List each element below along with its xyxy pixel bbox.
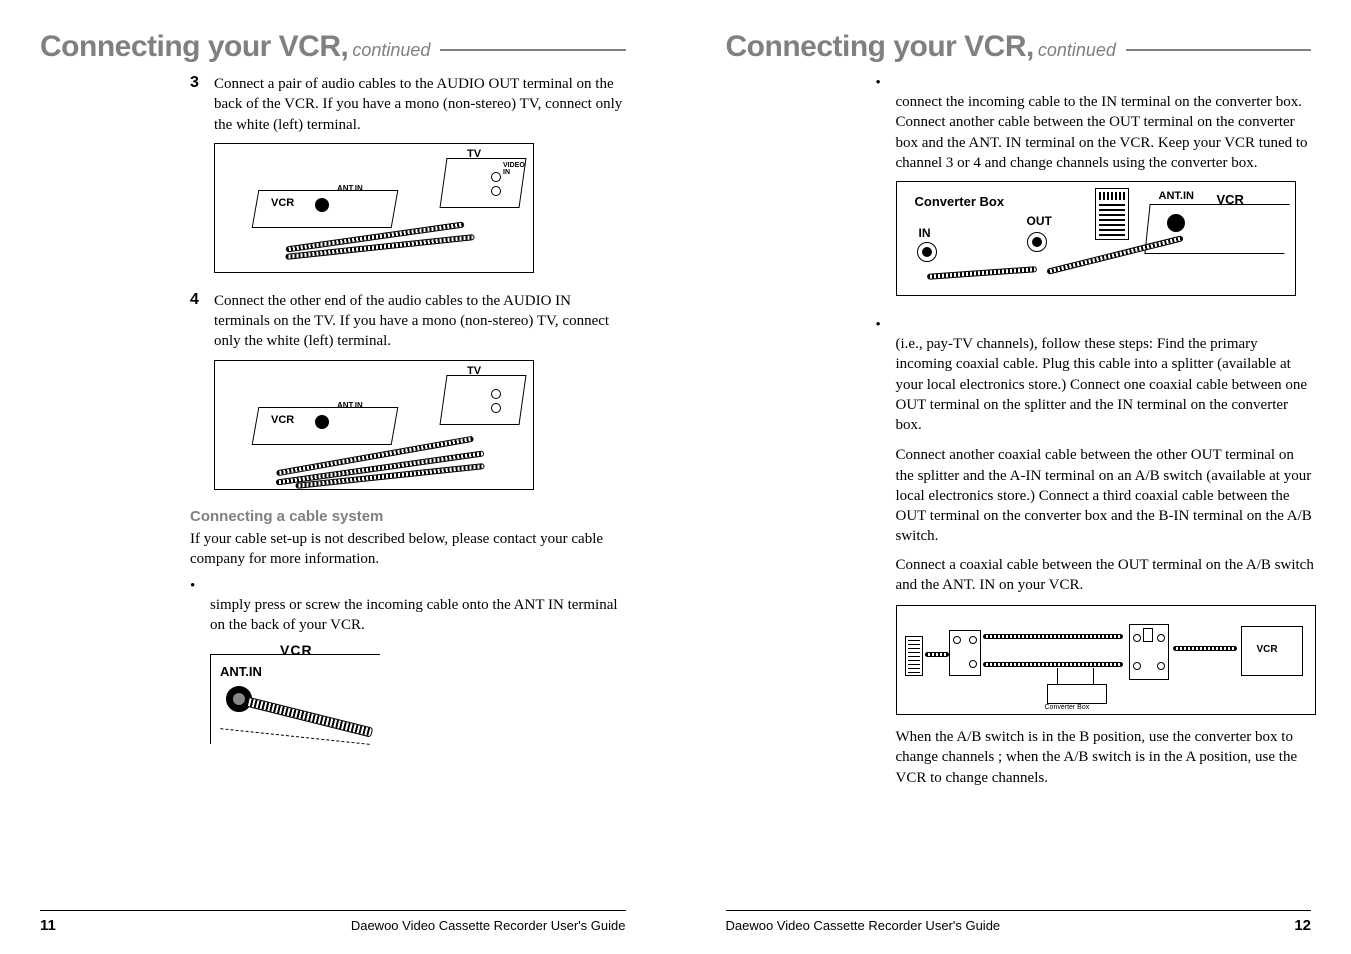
subheading-cable: Connecting a cable system	[190, 508, 626, 525]
bullet-right-2b: Connect another coaxial cable between th…	[896, 445, 1316, 546]
label-antin-r: ANT.IN	[1159, 190, 1194, 202]
step-4: 4 Connect the other end of the audio cab…	[190, 291, 626, 352]
title-right: Connecting your VCR,	[726, 30, 1034, 64]
bullet-right-2d: When the A/B switch is in the B position…	[896, 727, 1316, 788]
title-left: Connecting your VCR,	[40, 30, 348, 64]
diagram-converter: Converter Box IN OUT ANT.IN VCR	[896, 181, 1296, 296]
label-antin: ANT.IN	[337, 184, 363, 193]
page-right: Connecting your VCR, continued • connect…	[676, 0, 1351, 954]
label-tv2: TV	[467, 365, 481, 377]
step-3: 3 Connect a pair of audio cables to the …	[190, 74, 626, 135]
bullet-dot: •	[190, 577, 210, 762]
continued-left: continued	[352, 40, 430, 61]
content-right: • connect the incoming cable to the IN t…	[726, 74, 1312, 910]
label-antin2: ANT.IN	[337, 401, 363, 410]
step-3-num: 3	[190, 74, 214, 135]
bullet-right-1: • connect the incoming cable to the IN t…	[876, 74, 1312, 310]
footer-left: 11 Daewoo Video Cassette Recorder User's…	[40, 910, 626, 934]
diagram-antin: VCR ANT.IN	[210, 642, 530, 762]
label-video: VIDEO IN	[503, 162, 533, 176]
label-convbox: Converter Box	[1045, 704, 1090, 711]
diagram-audio-in: VCR ANT.IN TV	[214, 360, 534, 490]
footer-right: Daewoo Video Cassette Recorder User's Gu…	[726, 910, 1312, 934]
bullet-dot-r2: •	[876, 316, 896, 788]
diagram-audio-out: VCR ANT.IN TV VIDEO IN	[214, 143, 534, 273]
label-antin3: ANT.IN	[220, 664, 262, 679]
bullet-dot-r1: •	[876, 74, 896, 310]
label-out: OUT	[1027, 214, 1052, 228]
label-vcr2: VCR	[271, 414, 294, 426]
title-row-left: Connecting your VCR, continued	[40, 30, 626, 64]
page-left: Connecting your VCR, continued 3 Connect…	[0, 0, 676, 954]
label-conv: Converter Box	[915, 194, 1005, 209]
sub-intro: If your cable set-up is not described be…	[190, 529, 626, 570]
bullet-right-2a: (i.e., pay-TV channels), follow these st…	[896, 334, 1316, 435]
label-vcr-ab: VCR	[1257, 644, 1278, 655]
bullet-left-1: • simply press or screw the incoming cab…	[190, 577, 626, 762]
step-4-text: Connect the other end of the audio cable…	[214, 291, 626, 352]
page-num-left: 11	[40, 917, 56, 934]
title-rule-right	[1126, 49, 1311, 51]
label-vcr: VCR	[271, 197, 294, 209]
title-rule-left	[440, 49, 625, 51]
page-num-right: 12	[1294, 917, 1311, 934]
step-4-num: 4	[190, 291, 214, 352]
label-in: IN	[919, 226, 931, 240]
continued-right: continued	[1038, 40, 1116, 61]
step-3-text: Connect a pair of audio cables to the AU…	[214, 74, 626, 135]
diagram-ab-switch: VCR Converter Box	[896, 605, 1316, 715]
bullet-right-2: • (i.e., pay-TV channels), follow these …	[876, 316, 1312, 788]
bullet-left-1-text: simply press or screw the incoming cable…	[210, 595, 626, 636]
footer-text-right: Daewoo Video Cassette Recorder User's Gu…	[726, 918, 1295, 933]
bullet-right-2c: Connect a coaxial cable between the OUT …	[896, 555, 1316, 596]
content-left: 3 Connect a pair of audio cables to the …	[40, 74, 626, 910]
title-row-right: Connecting your VCR, continued	[726, 30, 1312, 64]
footer-text-left: Daewoo Video Cassette Recorder User's Gu…	[56, 918, 626, 933]
label-tv: TV	[467, 148, 481, 160]
bullet-right-1-text: connect the incoming cable to the IN ter…	[896, 92, 1312, 173]
